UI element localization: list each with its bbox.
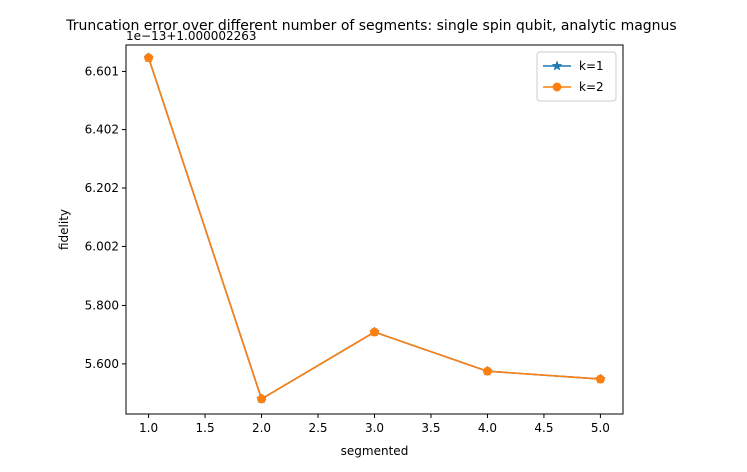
legend-marker-k=1 <box>551 60 563 71</box>
series-line-k=2 <box>147 57 601 400</box>
data-point-k=2-3 <box>370 327 379 337</box>
x-tick-label: 3.0 <box>365 421 384 435</box>
x-tick-label: 3.5 <box>421 421 440 435</box>
x-axis-ticks: 1.0 1.5 2.0 2.5 3.0 3.5 4.0 4.5 5.0 <box>139 414 610 435</box>
y-axis-label: fidelity <box>57 209 71 250</box>
legend-box <box>536 51 617 102</box>
y-tick-label: 6.002 <box>85 239 119 253</box>
data-point-k=2-1 <box>144 53 154 63</box>
legend-entry-k=2: k=2 <box>543 80 604 94</box>
y-tick-label: 6.601 <box>85 64 119 78</box>
x-tick-label: 5.0 <box>591 421 610 435</box>
x-tick-label: 4.5 <box>534 421 553 435</box>
x-tick-label: 1.5 <box>196 421 215 435</box>
series-line-k=1 <box>147 57 601 400</box>
legend-entry-k=1: k=1 <box>543 59 604 73</box>
y-tick-label: 5.800 <box>85 298 119 312</box>
series-layer <box>143 51 606 404</box>
legend-entries: k=1 k=2 <box>543 59 604 94</box>
data-point-k=2-4 <box>483 366 492 376</box>
x-axis-label: segmented <box>341 444 409 458</box>
y-tick-label: 5.600 <box>85 357 119 371</box>
y-tick-label: 6.202 <box>85 181 119 195</box>
x-tick-label: 2.0 <box>252 421 271 435</box>
chart-title: Truncation error over different number o… <box>65 18 676 34</box>
x-tick-label: 2.5 <box>308 421 327 435</box>
y-tick-label: 6.402 <box>85 123 119 137</box>
y-axis-offset-text: 1e−13+1.000002263 <box>126 29 257 43</box>
data-point-k=2-2 <box>257 394 266 404</box>
x-tick-label: 1.0 <box>139 421 158 435</box>
series-k=2 <box>144 53 605 404</box>
legend-label-k=2: k=2 <box>579 80 604 94</box>
y-axis-ticks: 5.600 5.800 6.002 6.202 6.402 6.601 <box>85 64 126 371</box>
legend-marker-k=2 <box>552 82 562 92</box>
x-tick-label: 4.0 <box>478 421 497 435</box>
legend: k=1 k=2 <box>536 51 617 102</box>
series-k=1 <box>143 51 606 404</box>
legend-label-k=1: k=1 <box>579 59 604 73</box>
data-point-k=2-5 <box>595 374 605 384</box>
